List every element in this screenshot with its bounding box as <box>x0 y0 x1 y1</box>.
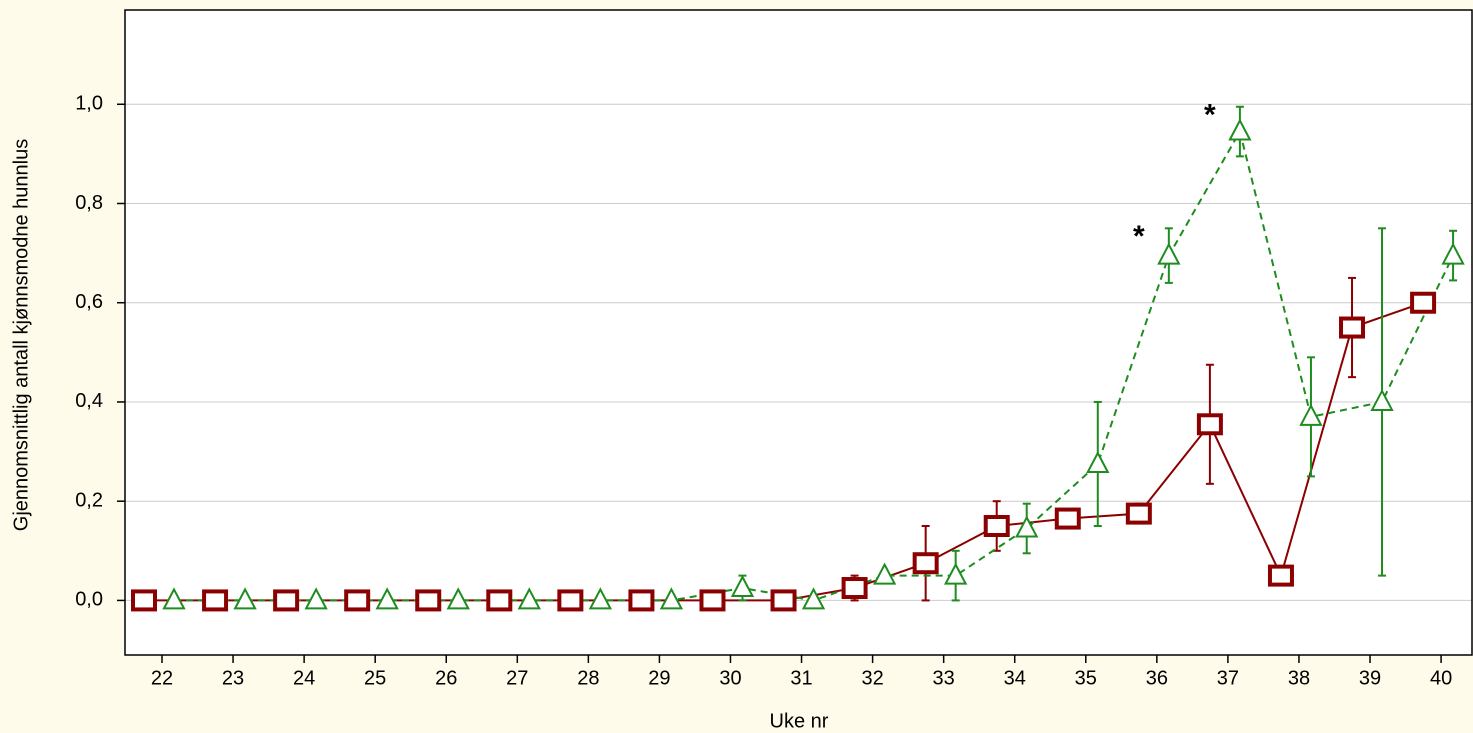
marker <box>1157 242 1181 265</box>
marker <box>273 589 300 612</box>
x-tick-label: 31 <box>790 667 812 689</box>
y-tick-label: 0,6 <box>75 291 103 313</box>
y-tick-label: 0,2 <box>75 489 103 511</box>
y-tick-label: 1,0 <box>75 93 103 115</box>
x-tick-label: 32 <box>861 667 883 689</box>
x-tick-label: 27 <box>506 667 528 689</box>
marker <box>557 589 584 612</box>
x-tick-label: 23 <box>222 667 244 689</box>
marker <box>304 587 328 610</box>
marker <box>1015 515 1039 538</box>
marker <box>446 587 470 610</box>
x-axis-title: Uke nr <box>770 710 829 732</box>
y-tick-label: 0,4 <box>75 390 103 412</box>
marker <box>1370 388 1394 411</box>
annotation: * <box>1133 220 1145 253</box>
x-tick-label: 37 <box>1217 667 1239 689</box>
marker <box>1267 564 1294 587</box>
y-tick-label: 0,8 <box>75 192 103 214</box>
x-tick-label: 33 <box>933 667 955 689</box>
x-tick-label: 29 <box>648 667 670 689</box>
x-tick-label: 22 <box>151 667 173 689</box>
x-tick-label: 39 <box>1359 667 1381 689</box>
marker <box>1410 291 1437 314</box>
x-tick-label: 40 <box>1430 667 1452 689</box>
plot-area <box>125 10 1472 655</box>
marker <box>801 587 826 610</box>
marker <box>517 587 541 610</box>
marker <box>872 562 897 585</box>
marker <box>730 574 755 598</box>
marker <box>233 587 257 610</box>
x-tick-label: 38 <box>1288 667 1310 689</box>
marker <box>344 589 371 612</box>
x-tick-label: 26 <box>435 667 457 689</box>
marker <box>131 589 157 612</box>
marker <box>1125 502 1152 525</box>
marker <box>588 587 613 610</box>
x-tick-label: 36 <box>1146 667 1168 689</box>
marker <box>1299 403 1323 426</box>
x-tick-label: 30 <box>719 667 741 689</box>
marker <box>1086 450 1110 473</box>
marker <box>1339 316 1366 339</box>
x-tick-label: 24 <box>293 667 315 689</box>
marker <box>659 587 684 610</box>
marker <box>841 577 868 600</box>
x-tick-label: 34 <box>1004 667 1026 689</box>
y-axis-title: Gjennomsnittlig antall kjønnsmodne hunnl… <box>10 139 32 531</box>
marker <box>1228 118 1252 141</box>
plot-border <box>124 9 1473 656</box>
marker <box>912 552 939 575</box>
x-tick-label: 28 <box>577 667 599 689</box>
marker <box>628 589 655 612</box>
marker <box>375 587 399 610</box>
marker <box>983 515 1010 537</box>
marker <box>202 589 229 612</box>
x-tick-label: 25 <box>364 667 386 689</box>
y-tick-label: 0,0 <box>75 589 103 611</box>
marker <box>699 589 726 612</box>
x-tick-label: 35 <box>1075 667 1097 689</box>
annotation: * <box>1204 99 1216 132</box>
marker <box>415 589 442 612</box>
marker <box>770 589 797 612</box>
marker <box>944 562 968 585</box>
marker <box>486 589 513 612</box>
marker <box>162 587 186 610</box>
marker <box>1054 507 1081 530</box>
marker <box>1441 242 1465 265</box>
marker <box>1196 413 1223 436</box>
